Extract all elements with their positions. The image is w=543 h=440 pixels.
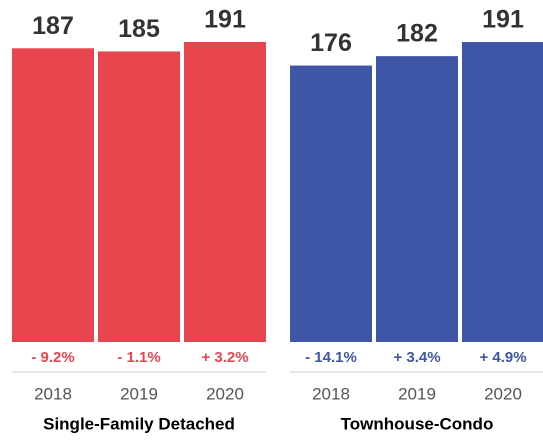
- bar: [462, 42, 543, 342]
- bar: [290, 65, 372, 342]
- x-tick-label: 2020: [484, 384, 522, 403]
- bar: [12, 48, 94, 343]
- value-label: 191: [204, 6, 246, 34]
- value-label: 191: [482, 6, 524, 34]
- x-tick-label: 2019: [120, 384, 158, 403]
- change-label: - 1.1%: [117, 349, 160, 366]
- value-label: 185: [118, 15, 160, 43]
- bar: [376, 56, 458, 342]
- bar: [184, 42, 266, 342]
- group-title: Townhouse-Condo: [341, 414, 494, 433]
- x-tick-label: 2018: [312, 384, 350, 403]
- change-label: + 3.2%: [201, 349, 248, 366]
- change-label: - 14.1%: [305, 349, 357, 366]
- x-tick-label: 2019: [398, 384, 436, 403]
- change-label: - 9.2%: [31, 349, 74, 366]
- x-tick-label: 2020: [206, 384, 244, 403]
- change-label: + 3.4%: [393, 349, 440, 366]
- group-title: Single-Family Detached: [43, 414, 235, 433]
- value-label: 187: [32, 12, 74, 40]
- value-label: 182: [396, 20, 438, 48]
- change-label: + 4.9%: [479, 349, 526, 366]
- bar: [98, 51, 180, 343]
- x-tick-label: 2018: [34, 384, 72, 403]
- value-label: 176: [310, 29, 352, 57]
